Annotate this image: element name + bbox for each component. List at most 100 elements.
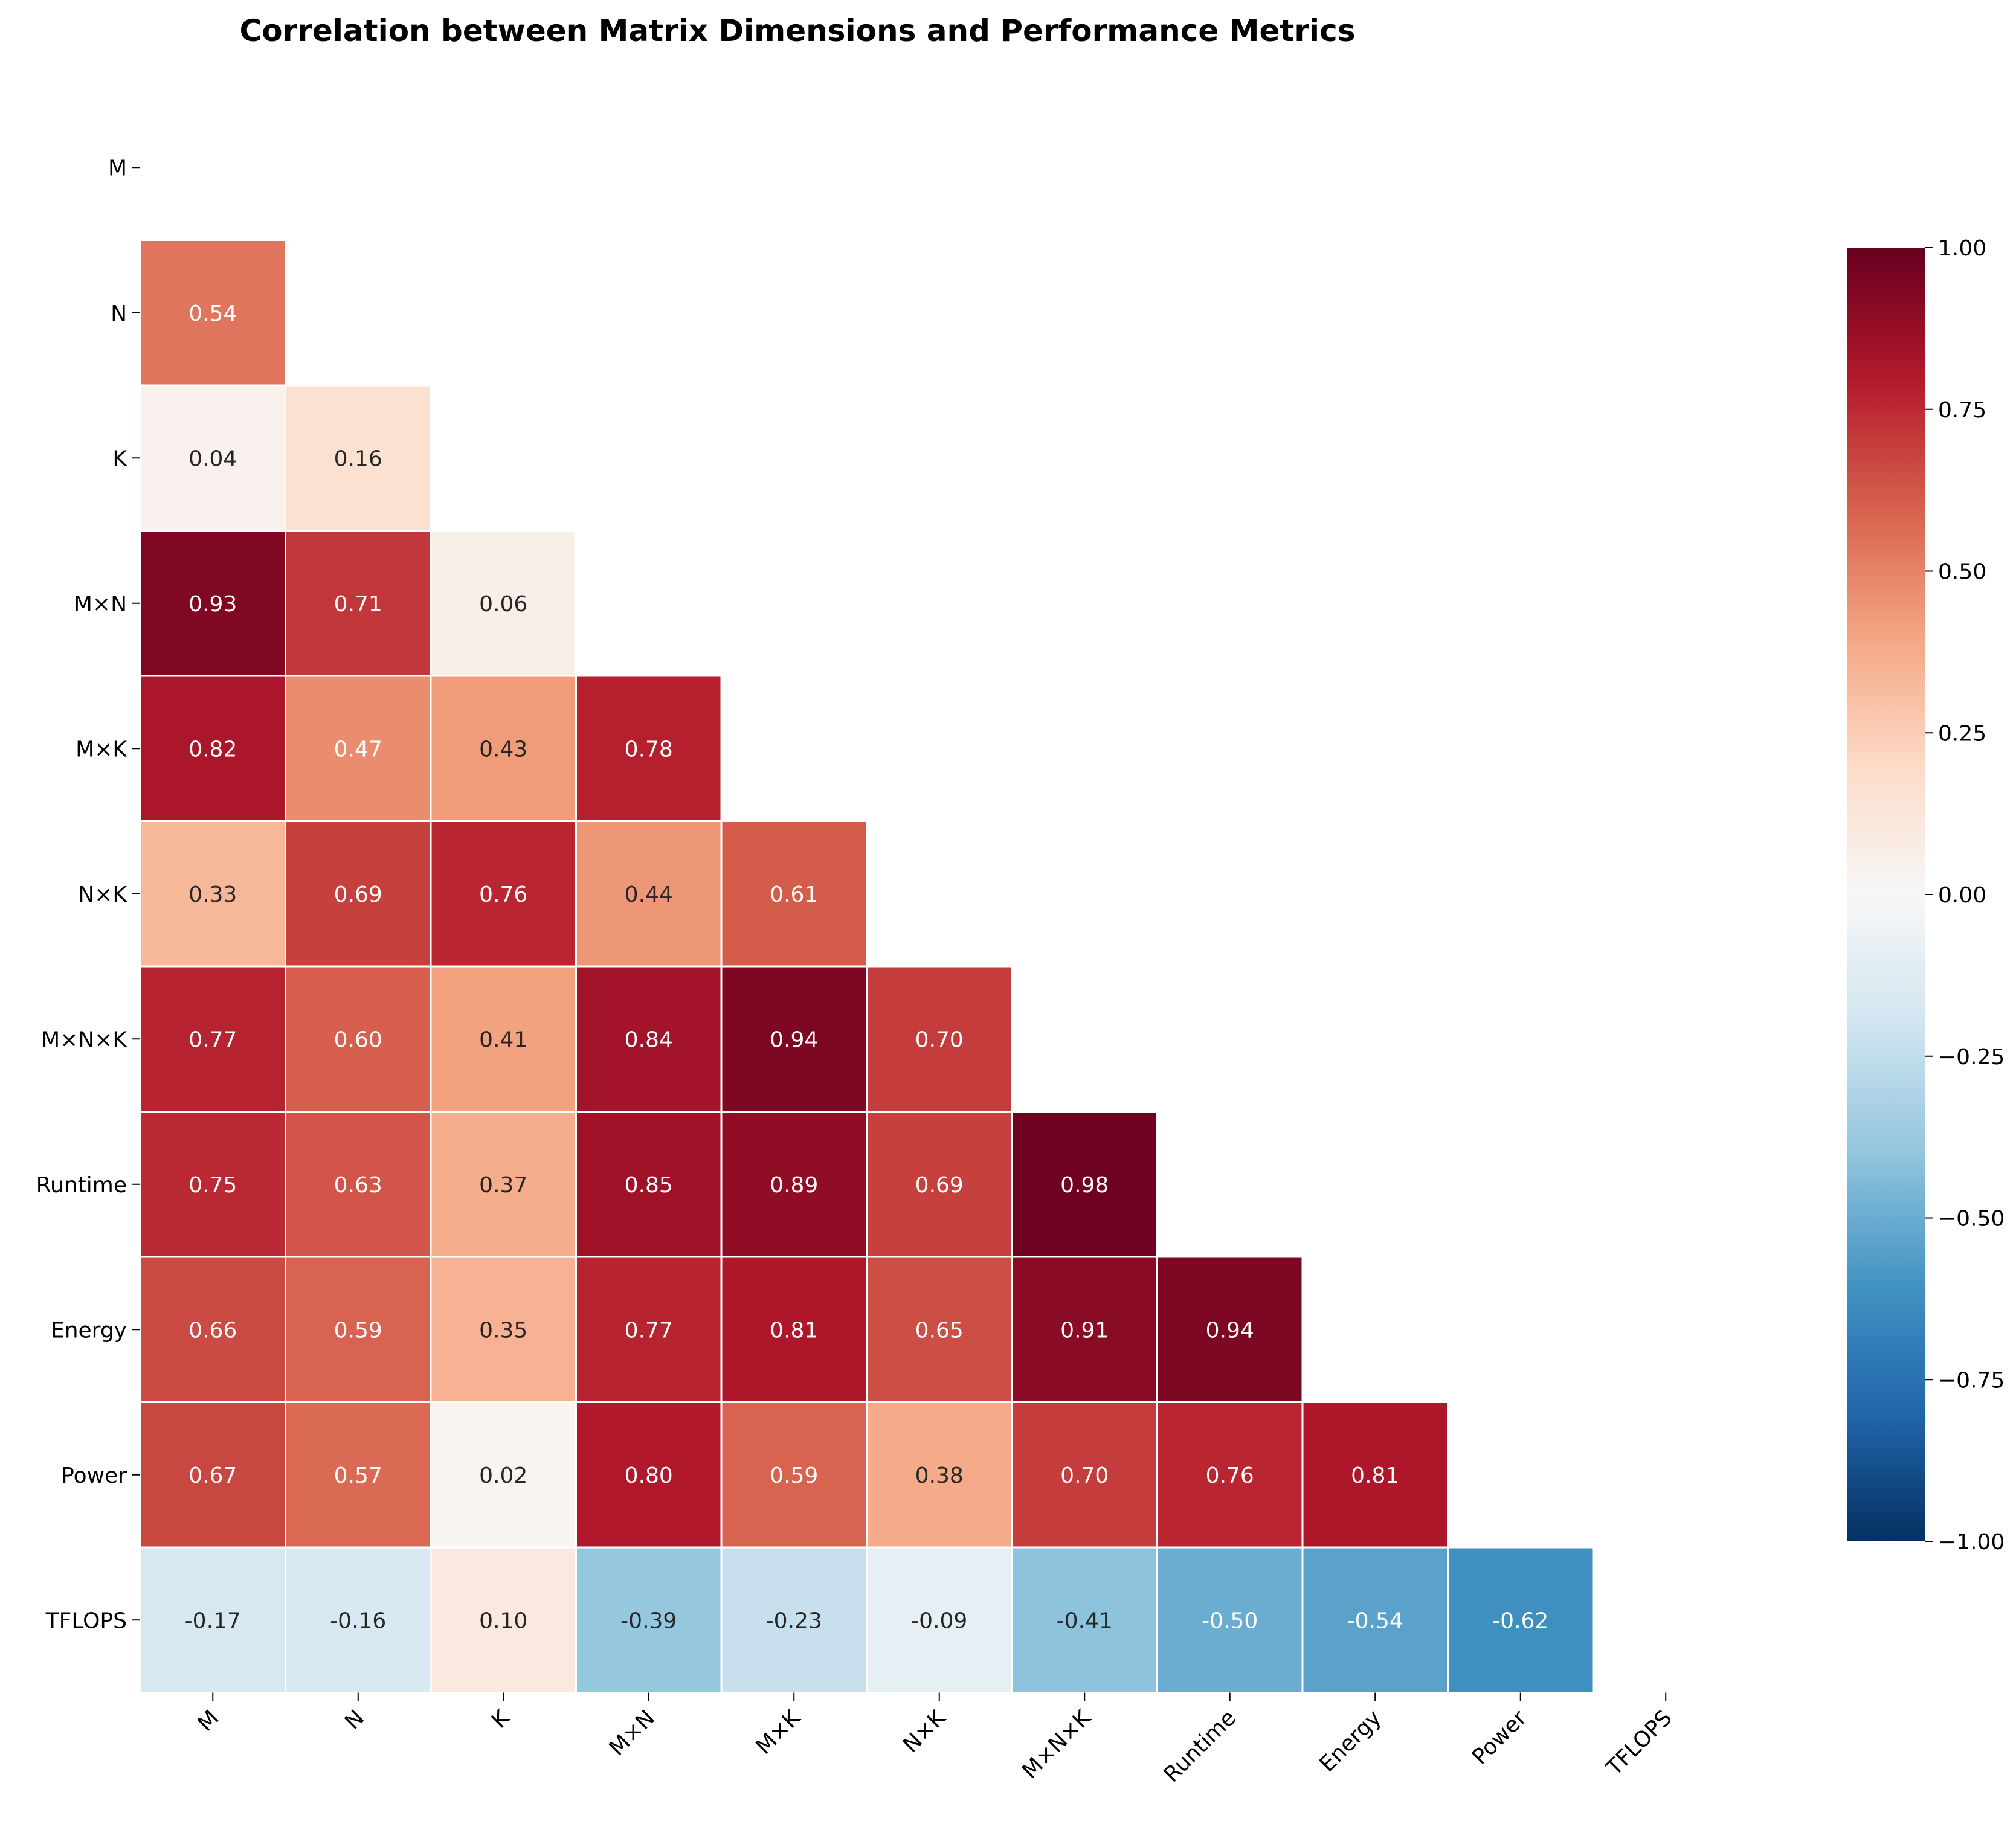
cell-value-label: 0.69 [915,1173,964,1198]
cell-value-label: 0.98 [1060,1173,1109,1198]
cell-value-label: -0.62 [1492,1608,1548,1633]
cell-value-label: 0.84 [625,1027,673,1052]
heatmap-cell-tflops-m [139,1546,286,1694]
heatmap-cell-power-mxk [720,1401,868,1549]
cell-value-label: 0.82 [188,737,237,762]
y-tick-label-power: Power [61,1463,127,1488]
heatmap-cell-tflops-power [1447,1546,1594,1694]
cell-value-label: 0.94 [770,1027,818,1052]
heatmap-cell-mxnxk-nxk [866,965,1013,1113]
cell-value-label: 0.91 [1060,1318,1109,1343]
heatmap-cell-power-energy [1301,1401,1449,1549]
colorbar-tick-label: −0.25 [1938,1045,2005,1070]
cell-value-label: 0.76 [479,882,527,907]
x-tick-label-m: M [193,1706,224,1736]
x-tick-label-energy: Energy [1315,1706,1386,1777]
y-tick-label-m: M [108,156,127,181]
heatmap-cell-tflops-energy [1301,1546,1449,1694]
colorbar-gradient [1847,248,1925,1541]
colorbar: −1.00 −0.75 −0.50 −0.25 0.00 0.25 0.50 0.75 1.00 [1847,236,2005,1555]
x-tick-label-nxk: N×K [898,1705,951,1758]
x-tick-label-tflops: TFLOPS [1602,1706,1677,1781]
cell-value-label: 0.10 [479,1608,527,1633]
x-axis-ticks: M N K M×N M×K N×K M×N×K Runtime Energy Power TFLOP… [193,1692,1677,1787]
colorbar-tick-label: 0.00 [1938,883,1986,908]
cell-value-label: 0.57 [334,1463,382,1488]
cell-value-label: -0.39 [620,1608,677,1633]
cell-value-label: 0.67 [188,1463,237,1488]
cell-value-label: 0.93 [188,592,237,617]
y-tick-label-runtime: Runtime [36,1173,127,1198]
heatmap-cell-power-nxk [866,1401,1013,1549]
y-tick-label-mxk: M×K [76,737,127,762]
cell-value-label: 0.70 [915,1027,964,1052]
y-tick-label-mxnxk: M×N×K [41,1027,127,1052]
y-tick-label-tflops: TFLOPS [45,1608,127,1633]
cell-value-label: 0.61 [770,882,818,907]
x-tick-label-power: Power [1467,1706,1531,1770]
heatmap-cell-tflops-k [430,1546,577,1694]
heatmap-cell-energy-m [139,1256,286,1403]
cell-value-label: 0.35 [479,1318,527,1343]
cell-value-label: 0.89 [770,1173,818,1198]
cell-value-label: 0.77 [188,1027,237,1052]
cell-value-label: 0.70 [1060,1463,1109,1488]
heatmap-cell-k-n [285,384,432,532]
heatmap-cell-tflops-nxk [866,1546,1013,1694]
chart-title: Correlation between Matrix Dimensions an… [239,13,1356,48]
cell-value-label: -0.54 [1347,1608,1403,1633]
cell-value-label: -0.16 [330,1608,386,1633]
cell-value-label: 0.65 [915,1318,964,1343]
cell-value-label: 0.85 [625,1173,673,1198]
cell-value-label: 0.43 [479,737,527,762]
heatmap-cell-mxk-n [285,675,432,822]
cell-value-label: 0.78 [625,737,673,762]
y-tick-label-k: K [112,446,127,471]
cell-value-label: 0.81 [1351,1463,1399,1488]
cell-value-label: 0.80 [625,1463,673,1488]
heatmap-cell-mxnxk-mxk [720,965,868,1113]
heatmap-cell-power-n [285,1401,432,1549]
x-tick-label-runtime: Runtime [1159,1706,1241,1787]
cell-value-label: -0.23 [766,1608,822,1633]
heatmap-cell-k-m [139,384,286,532]
cell-value-label: 0.69 [334,882,382,907]
heatmap-cell-tflops-mxk [720,1546,868,1694]
heatmap-cell-runtime-m [139,1111,286,1258]
cell-value-label: 0.77 [625,1318,673,1343]
heatmap-cell-runtime-k [430,1111,577,1258]
heatmap-cell-mxk-mxn [575,675,723,822]
x-tick-label-mxn: M×N [605,1706,660,1761]
cell-value-label: 0.41 [479,1027,527,1052]
cell-value-label: 0.75 [188,1173,237,1198]
cell-value-label: 0.33 [188,882,237,907]
heatmap-cell-runtime-mxnxk [1011,1111,1158,1258]
heatmap-cell-energy-mxnxk [1011,1256,1158,1403]
heatmap-cell-power-mxnxk [1011,1401,1158,1549]
colorbar-tick-label: −0.75 [1938,1368,2005,1393]
cell-value-label: 0.59 [770,1463,818,1488]
heatmap-cell-energy-runtime [1156,1256,1304,1403]
colorbar-tick-label: 1.00 [1938,236,1986,261]
heatmap-cell-runtime-mxn [575,1111,723,1258]
heatmap-cell-runtime-n [285,1111,432,1258]
heatmap-cells: 0.54 0.04 0.16 0.93 0.71 0.06 0.82 0.47 0.43 0.78… [139,239,1594,1694]
cell-value-label: 0.71 [334,592,382,617]
cell-value-label: 0.81 [770,1318,818,1343]
heatmap-cell-nxk-mxn [575,820,723,968]
heatmap-cell-mxnxk-k [430,965,577,1113]
heatmap-cell-mxk-m [139,675,286,822]
cell-value-label: 0.60 [334,1027,382,1052]
cell-value-label: 0.06 [479,592,527,617]
heatmap-cell-mxnxk-m [139,965,286,1113]
colorbar-tick-label: −1.00 [1938,1530,2005,1555]
cell-value-label: -0.17 [185,1608,241,1633]
heatmap-cell-mxnxk-n [285,965,432,1113]
cell-value-label: 0.47 [334,737,382,762]
cell-value-label: 0.63 [334,1173,382,1198]
colorbar-tick-label: −0.50 [1938,1207,2005,1232]
heatmap-cell-n-m [139,239,286,387]
cell-value-label: 0.02 [479,1463,527,1488]
heatmap-cell-tflops-n [285,1546,432,1694]
